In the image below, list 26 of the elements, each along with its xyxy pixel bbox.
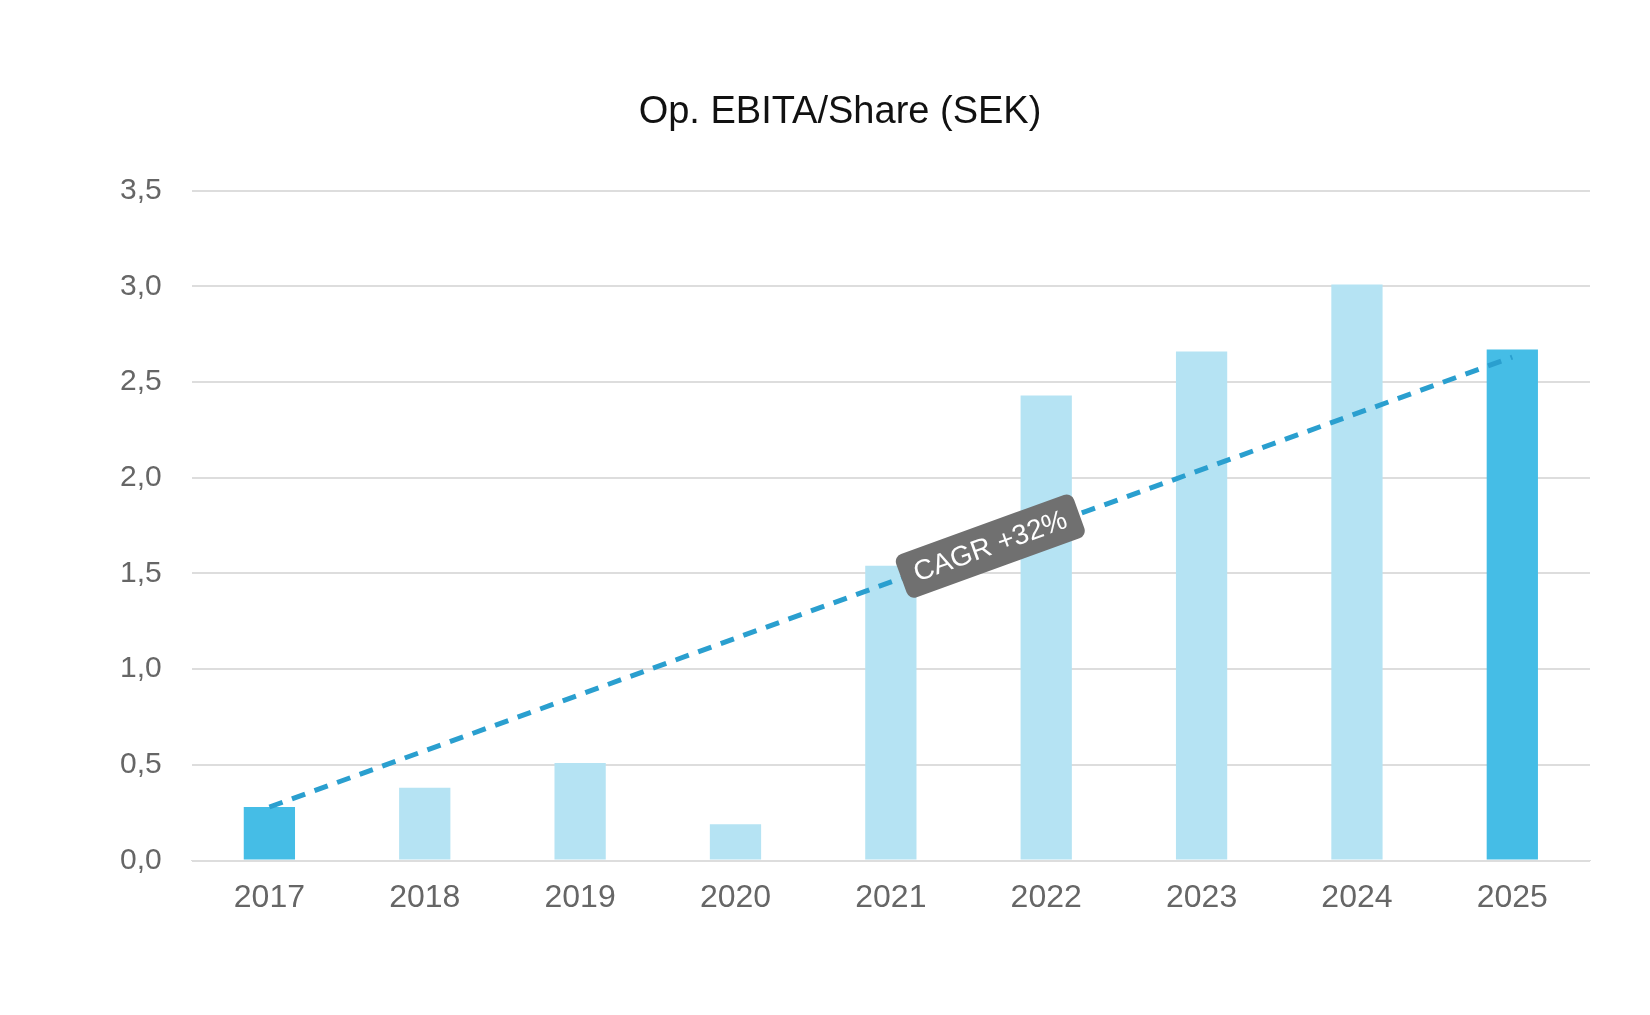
y-tick-label: 0,0: [119, 841, 162, 875]
y-tick-label: 2,0: [119, 459, 162, 493]
bar: [1331, 284, 1383, 860]
x-tick-label: 2025: [1476, 877, 1548, 914]
y-tick-label: 3,0: [119, 267, 162, 301]
x-tick-label: 2017: [233, 877, 305, 914]
x-tick-label: 2018: [389, 877, 461, 914]
x-tick-label: 2020: [699, 877, 772, 914]
y-tick-label: 1,0: [119, 650, 162, 684]
bar: [554, 762, 606, 860]
x-tick-label: 2021: [855, 877, 927, 914]
x-tick-label: 2024: [1321, 877, 1393, 914]
x-tick-label: 2023: [1165, 877, 1238, 914]
x-tick-label: 2019: [544, 877, 616, 914]
bar: [243, 807, 296, 860]
y-tick-label: 0,5: [119, 746, 162, 780]
bar: [709, 824, 762, 860]
y-tick-label: 2,5: [119, 363, 162, 397]
bar: [399, 787, 451, 860]
y-tick-label: 3,5: [119, 171, 162, 205]
chart-title: Op. EBITA/Share (SEK): [638, 89, 1042, 132]
x-tick-label: 2022: [1010, 877, 1082, 914]
bar: [1175, 351, 1228, 860]
annotation: CAGR +32%: [909, 503, 1072, 588]
y-tick-label: 1,5: [119, 554, 162, 588]
bar: [1486, 349, 1538, 860]
